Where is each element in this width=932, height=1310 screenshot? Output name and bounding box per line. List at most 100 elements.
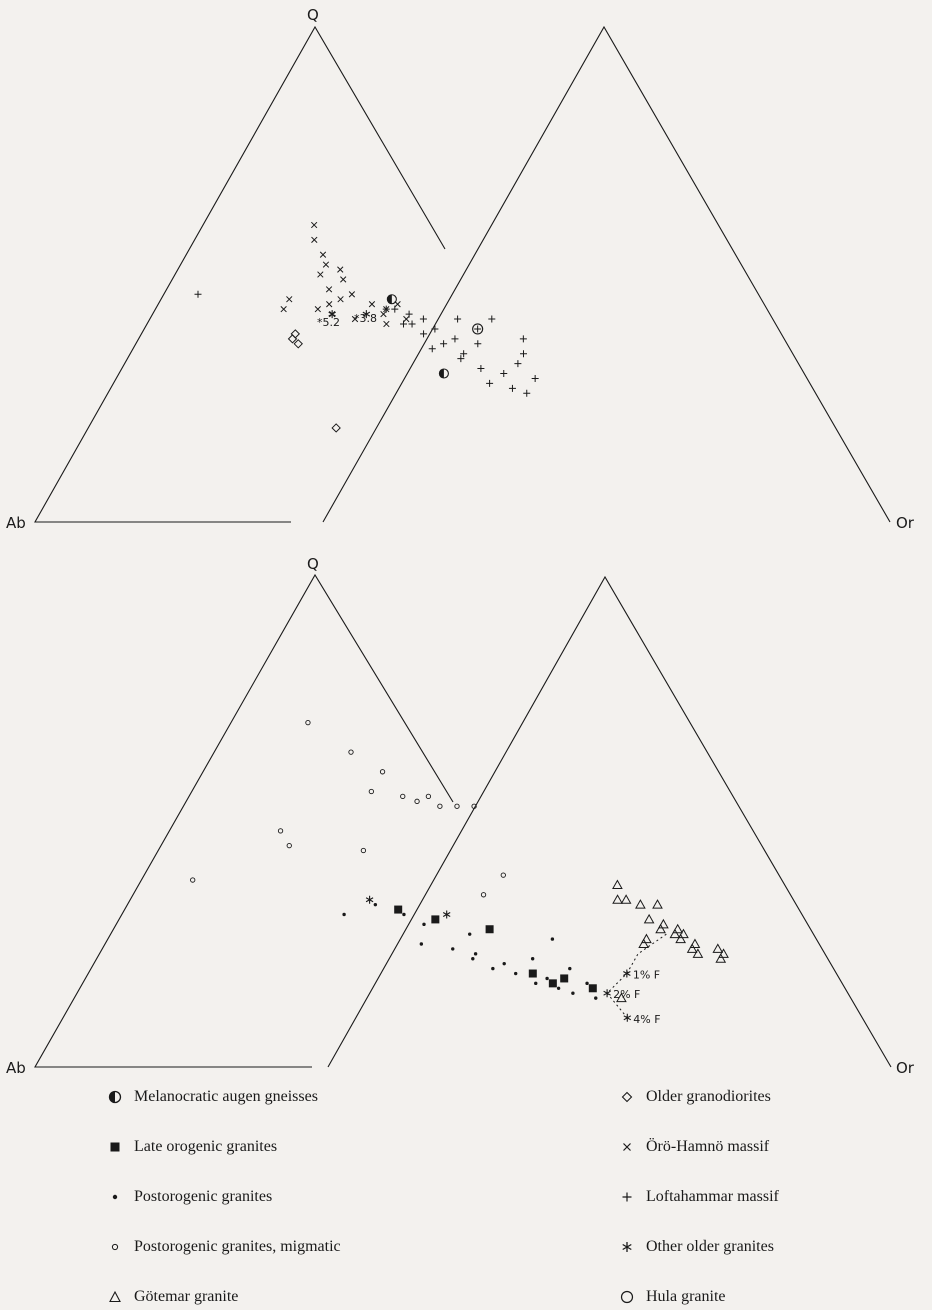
small-open-circle-point (500, 872, 506, 878)
top-data-points (194, 221, 539, 433)
plus-point (419, 315, 427, 323)
open-triangle-point (641, 933, 652, 944)
small-dot-point (534, 981, 538, 986)
x-mark-point (322, 261, 330, 268)
open-triangle-point (612, 879, 623, 889)
small-dot-point (585, 981, 589, 986)
small-open-circle-point (454, 803, 460, 809)
bottom-or-label: Or (896, 1059, 915, 1077)
legend: Melanocratic augen gneisses Late orogeni… (0, 1080, 932, 1310)
bottom-right-triangle-frame (327, 575, 892, 1068)
half-filled-circle-point (438, 368, 449, 379)
small-open-circle-point (480, 892, 487, 898)
open-diamond-icon (620, 1090, 634, 1104)
open-triangle-point (658, 918, 669, 929)
legend-label: Postorogenic granites, migmatic (134, 1238, 341, 1255)
fractionation-label-2: 4% F (633, 1013, 660, 1026)
half-filled-circle-point (386, 294, 397, 305)
plus-point (486, 379, 494, 387)
legend-label: Late orogenic granites (134, 1138, 278, 1155)
top-ab-label: Ab (6, 514, 26, 532)
plus-point (428, 345, 436, 353)
legend-label: Older granodiorites (646, 1088, 771, 1105)
legend-item-other-older: Other older granites (620, 1238, 774, 1256)
top-right-triangle-frame (322, 25, 891, 523)
small-open-circle-point (379, 769, 386, 775)
plus-point (488, 315, 496, 323)
small-open-circle-point (437, 803, 443, 809)
plus-icon (620, 1190, 634, 1204)
x-mark-point (325, 286, 333, 293)
plus-point (400, 320, 407, 328)
small-open-circle-point (414, 798, 420, 804)
small-dot-point (451, 947, 455, 951)
top-left-triangle-frame (34, 25, 446, 523)
large-open-circle-icon (620, 1290, 634, 1304)
small-open-circle-point (425, 793, 432, 800)
legend-item-melanocratic: Melanocratic augen gneisses (108, 1088, 318, 1106)
small-dot-point (373, 902, 378, 907)
small-dot-point (556, 986, 561, 990)
x-mark-point (368, 301, 376, 308)
x-mark-point (311, 236, 318, 244)
small-dot-point (545, 976, 549, 981)
small-open-circle-point (360, 847, 367, 854)
small-open-circle-icon (108, 1240, 122, 1254)
x-mark-point (337, 296, 344, 303)
x-mark-point (403, 315, 410, 323)
fractionation-labels: 1% F 2% F 4% F (603, 969, 661, 1026)
legend-item-late-orogenic: Late orogenic granites (108, 1138, 277, 1156)
open-triangle-point (715, 953, 727, 963)
x-mark-point (314, 305, 322, 313)
small-dot-point (471, 957, 475, 961)
bottom-q-label: Q (307, 555, 319, 573)
open-diamond-point (331, 423, 341, 433)
x-mark-point (328, 310, 336, 318)
annotation-5-2: *5.2 (317, 316, 340, 329)
bottom-ab-label: Ab (6, 1059, 26, 1077)
plus-point (460, 350, 468, 358)
plus-point (514, 360, 522, 368)
open-triangle-point (672, 923, 684, 934)
plus-point (500, 370, 508, 377)
small-open-circle-point (471, 803, 477, 809)
small-dot-point (491, 966, 495, 971)
open-triangle-point (669, 928, 681, 939)
filled-square-point (560, 974, 569, 983)
asterisk-point (365, 895, 374, 904)
filled-square-icon (108, 1140, 122, 1154)
small-dot-point (473, 952, 478, 956)
plus-point (431, 325, 439, 333)
open-diamond-point (293, 339, 303, 349)
small-dot-point (550, 937, 555, 941)
plus-point (474, 340, 482, 348)
legend-item-gotemar: Götemar granite (108, 1288, 238, 1306)
open-triangle-point (675, 933, 687, 944)
open-triangle-point (689, 938, 701, 948)
small-dot-point (502, 961, 506, 966)
small-dot-point (419, 942, 424, 946)
small-dot-point (530, 957, 535, 961)
plus-point (440, 340, 448, 348)
legend-item-hula: Hula granite (620, 1288, 726, 1306)
small-dot-point (594, 996, 598, 1000)
small-dot-point (402, 912, 406, 917)
asterisk-point (623, 1013, 632, 1022)
open-triangle-point (612, 894, 623, 904)
filled-square-point (485, 925, 494, 934)
plus-point (451, 335, 459, 343)
open-triangle-point (692, 948, 704, 958)
small-dot-point (571, 991, 575, 995)
open-triangle-icon (108, 1290, 122, 1304)
asterisk-point (603, 989, 611, 998)
plus-point (519, 335, 527, 343)
plus-point (408, 320, 416, 328)
plus-point (531, 374, 539, 382)
small-open-circle-point (286, 842, 292, 849)
legend-item-loftahammar: Loftahammar massif (620, 1188, 779, 1206)
plus-point (523, 389, 531, 397)
bottom-data-points (190, 719, 729, 1003)
bottom-panel: Q Ab Or 1% F 2% F 4% F (6, 555, 915, 1077)
plus-point (520, 350, 527, 358)
filled-square-point (588, 984, 597, 993)
